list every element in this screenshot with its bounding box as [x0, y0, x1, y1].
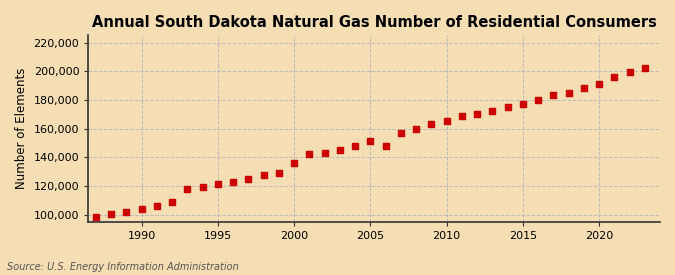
Point: [456, 114, 467, 119]
Point: [365, 139, 376, 144]
Point: [350, 144, 360, 149]
Point: [121, 210, 132, 214]
Point: [197, 185, 208, 189]
Point: [380, 144, 391, 148]
Point: [167, 200, 178, 205]
Point: [182, 186, 193, 191]
Point: [609, 75, 620, 79]
Y-axis label: Number of Elements: Number of Elements: [15, 68, 28, 189]
Point: [518, 102, 529, 106]
Point: [624, 70, 635, 74]
Point: [304, 152, 315, 156]
Point: [593, 82, 604, 86]
Point: [548, 93, 559, 97]
Point: [441, 119, 452, 123]
Point: [426, 122, 437, 127]
Point: [213, 182, 223, 187]
Point: [396, 131, 406, 135]
Point: [243, 177, 254, 181]
Point: [335, 148, 346, 152]
Point: [487, 109, 497, 114]
Point: [106, 212, 117, 216]
Point: [578, 86, 589, 90]
Text: Source: U.S. Energy Information Administration: Source: U.S. Energy Information Administ…: [7, 262, 238, 272]
Point: [563, 90, 574, 95]
Title: Annual South Dakota Natural Gas Number of Residential Consumers: Annual South Dakota Natural Gas Number o…: [92, 15, 657, 30]
Point: [259, 173, 269, 177]
Point: [639, 65, 650, 70]
Point: [227, 179, 238, 184]
Point: [533, 98, 543, 102]
Point: [410, 126, 421, 131]
Point: [151, 204, 162, 208]
Point: [289, 161, 300, 165]
Point: [319, 151, 330, 155]
Point: [90, 214, 101, 219]
Point: [472, 112, 483, 116]
Point: [273, 171, 284, 175]
Point: [136, 207, 147, 211]
Point: [502, 105, 513, 109]
